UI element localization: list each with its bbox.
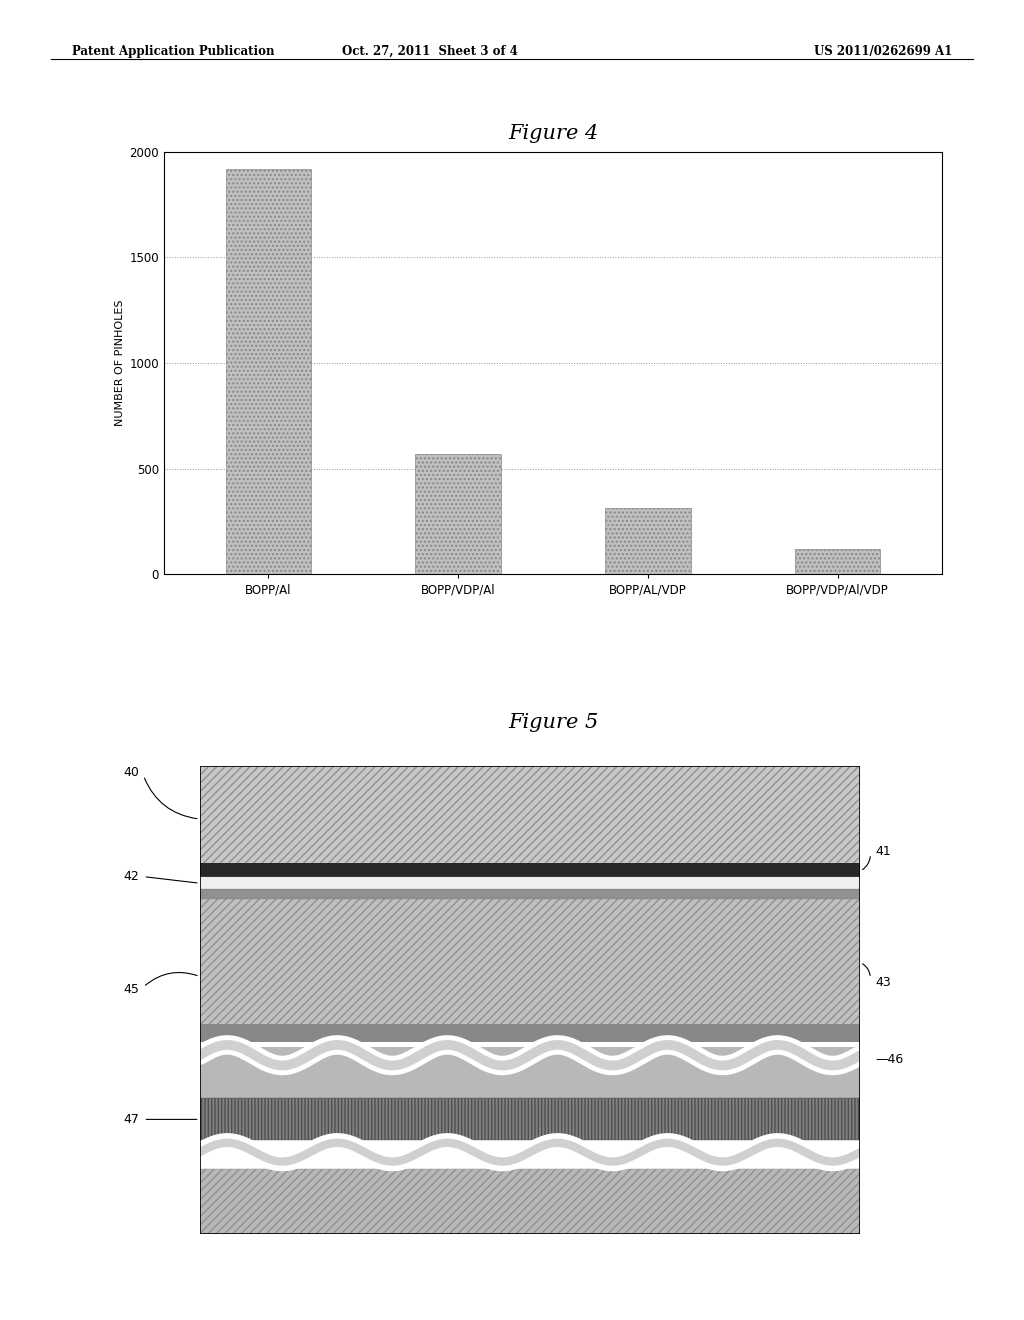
Bar (416, 454, 501, 574)
Bar (200, 898, 860, 1026)
Text: 42: 42 (123, 870, 138, 883)
Text: 40: 40 (123, 767, 139, 779)
Bar (200, 1024, 860, 1041)
Bar (795, 549, 881, 574)
Text: Figure 5: Figure 5 (508, 713, 598, 731)
Bar (200, 1047, 860, 1098)
Bar (200, 1168, 860, 1234)
Bar (200, 863, 860, 878)
Y-axis label: NUMBER OF PINHOLES: NUMBER OF PINHOLES (115, 300, 125, 426)
Text: Figure 4: Figure 4 (508, 124, 598, 143)
Bar (200, 888, 860, 899)
Text: 47: 47 (123, 1113, 139, 1126)
Bar (200, 876, 860, 890)
Text: —46: —46 (876, 1053, 904, 1067)
Bar (200, 1098, 860, 1140)
Text: US 2011/0262699 A1: US 2011/0262699 A1 (814, 45, 952, 58)
Text: 45: 45 (123, 983, 139, 997)
Text: 43: 43 (876, 975, 891, 989)
Bar (225, 169, 311, 574)
Text: 41: 41 (876, 845, 891, 858)
Text: Patent Application Publication: Patent Application Publication (72, 45, 274, 58)
Bar (605, 508, 690, 574)
Text: Oct. 27, 2011  Sheet 3 of 4: Oct. 27, 2011 Sheet 3 of 4 (342, 45, 518, 58)
Bar (200, 766, 860, 865)
